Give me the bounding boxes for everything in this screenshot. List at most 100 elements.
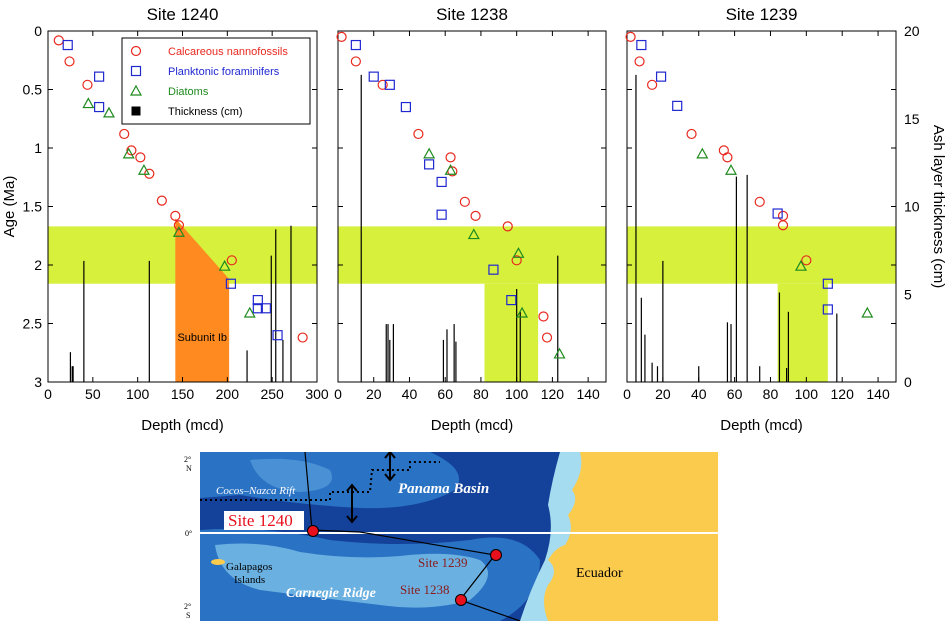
diatom-point (696, 147, 709, 159)
site-1238-label: Site 1238 (400, 582, 449, 597)
cocos-nazca-rift-line (200, 461, 440, 501)
foraminifer-point (772, 208, 783, 219)
x-tick-label: 250 (260, 386, 284, 402)
nannofossil-point (377, 79, 388, 90)
legend-box (121, 37, 311, 125)
legend-triangle-icon (129, 84, 143, 96)
foraminifer-point (272, 330, 283, 341)
y2-tick-label: 10 (904, 199, 920, 215)
x-tick-label: 200 (216, 386, 240, 402)
nannofossil-point (119, 128, 130, 140)
y2-tick-label: 0 (904, 374, 912, 390)
diatom-point (243, 306, 256, 318)
sea-shallow-north (250, 458, 332, 492)
x-tick-label: 80 (473, 386, 489, 402)
nannofossil-point (754, 196, 765, 207)
x-tick-label: 20 (655, 386, 671, 402)
lower-band (484, 283, 539, 382)
x-tick-label: 0 (44, 386, 52, 402)
chart-panel-1: Subunit Ib 0 50 100 150 200 250 300 Depth (mcd) S… (1, 5, 329, 434)
legend: Calcareous nannofossils Planktonic forami… (121, 37, 311, 125)
foraminifer-point (94, 71, 105, 82)
site-1239-marker (490, 549, 502, 561)
galapagos-island (211, 559, 225, 565)
y-tick-label: 3 (34, 374, 42, 390)
foraminifer-point (384, 79, 395, 90)
nannofossil-point (625, 31, 636, 42)
x-tick-label: 60 (437, 386, 453, 402)
x-tick-label: 0 (623, 386, 631, 402)
nannofossil-point (470, 210, 481, 221)
site-1240-label: Site 1240 (228, 511, 293, 530)
nannofossil-point (170, 210, 181, 221)
highlight-band (627, 226, 896, 284)
diatom-point (794, 259, 807, 271)
nannofossil-point (135, 152, 146, 163)
islands-label: Islands (234, 574, 265, 586)
legend-label: Calcareous nannofossils (168, 46, 288, 58)
x-tick-label: 150 (171, 386, 195, 402)
legend-label: Planktonic foraminifers (168, 66, 280, 78)
chart-title: Site 1239 (726, 5, 798, 24)
diatom-point (516, 306, 529, 318)
site-track (304, 452, 521, 621)
chart-title: Site 1240 (147, 5, 219, 24)
foraminifer-point (436, 176, 447, 188)
diatom-point (861, 306, 874, 318)
nannofossil-point (226, 255, 237, 266)
diatom-point (122, 147, 135, 159)
lat-2s-label: 2° (184, 602, 191, 611)
foraminifer-point (225, 278, 237, 289)
lat-2s-hemisphere: S (186, 611, 190, 620)
legend-filled-square-icon (131, 106, 141, 116)
nannofossil-point (634, 56, 645, 67)
foraminifer-point (672, 100, 683, 111)
y2-tick-label: 15 (904, 111, 920, 127)
x-tick-label: 20 (366, 386, 382, 402)
nannofossil-point (445, 152, 456, 163)
diatom-point (553, 347, 566, 359)
diatom-point (724, 163, 738, 175)
highlight-band (338, 226, 606, 284)
diatom-point (102, 106, 115, 118)
sea-shallow-ridge (215, 543, 488, 608)
panama-basin-label: Panama Basin (398, 481, 489, 497)
x-tick-label: 100 (505, 386, 529, 402)
y2-tick-label: 20 (904, 23, 920, 39)
site-1240-marker (307, 525, 319, 537)
foraminifer-point (350, 39, 361, 51)
legend-label: Thickness (cm) (168, 106, 243, 118)
nannofossil-point (64, 56, 75, 67)
nannofossil-point (297, 332, 308, 343)
nannofossil-point (336, 31, 347, 42)
nannofossil-point (413, 128, 424, 140)
foraminifer-point (822, 304, 833, 315)
y2-tick-label: 5 (904, 286, 912, 302)
diatom-point (82, 97, 95, 109)
nannofossil-point (777, 220, 789, 231)
x-tick-label: 80 (763, 386, 779, 402)
foraminifer-point (822, 278, 833, 289)
site-1239-label: Site 1239 (418, 555, 467, 570)
nannofossil-point (82, 79, 93, 90)
y-tick-label: 1 (34, 140, 42, 156)
foraminifer-point (252, 295, 263, 306)
x-tick-label: 300 (305, 386, 329, 402)
site-1240-label-box (224, 511, 304, 530)
nannofossil-point (447, 166, 458, 177)
ecuador-label: Ecuador (576, 566, 623, 581)
lower-band (777, 283, 828, 382)
nannofossil-point (647, 79, 658, 90)
galapagos-label: Galapagos (226, 561, 272, 573)
legend-label: Diatoms (168, 86, 209, 98)
diatom-point (172, 226, 185, 237)
foraminifer-point (506, 295, 517, 306)
lat-2n-hemisphere: N (186, 464, 192, 473)
foraminifer-point (252, 303, 263, 314)
x-tick-label: 100 (126, 386, 150, 402)
foraminifer-point (436, 209, 447, 220)
site-1238-marker (455, 594, 467, 606)
nannofossil-point (511, 255, 522, 266)
nannofossil-point (722, 152, 733, 163)
y-tick-label: 2 (34, 257, 42, 273)
